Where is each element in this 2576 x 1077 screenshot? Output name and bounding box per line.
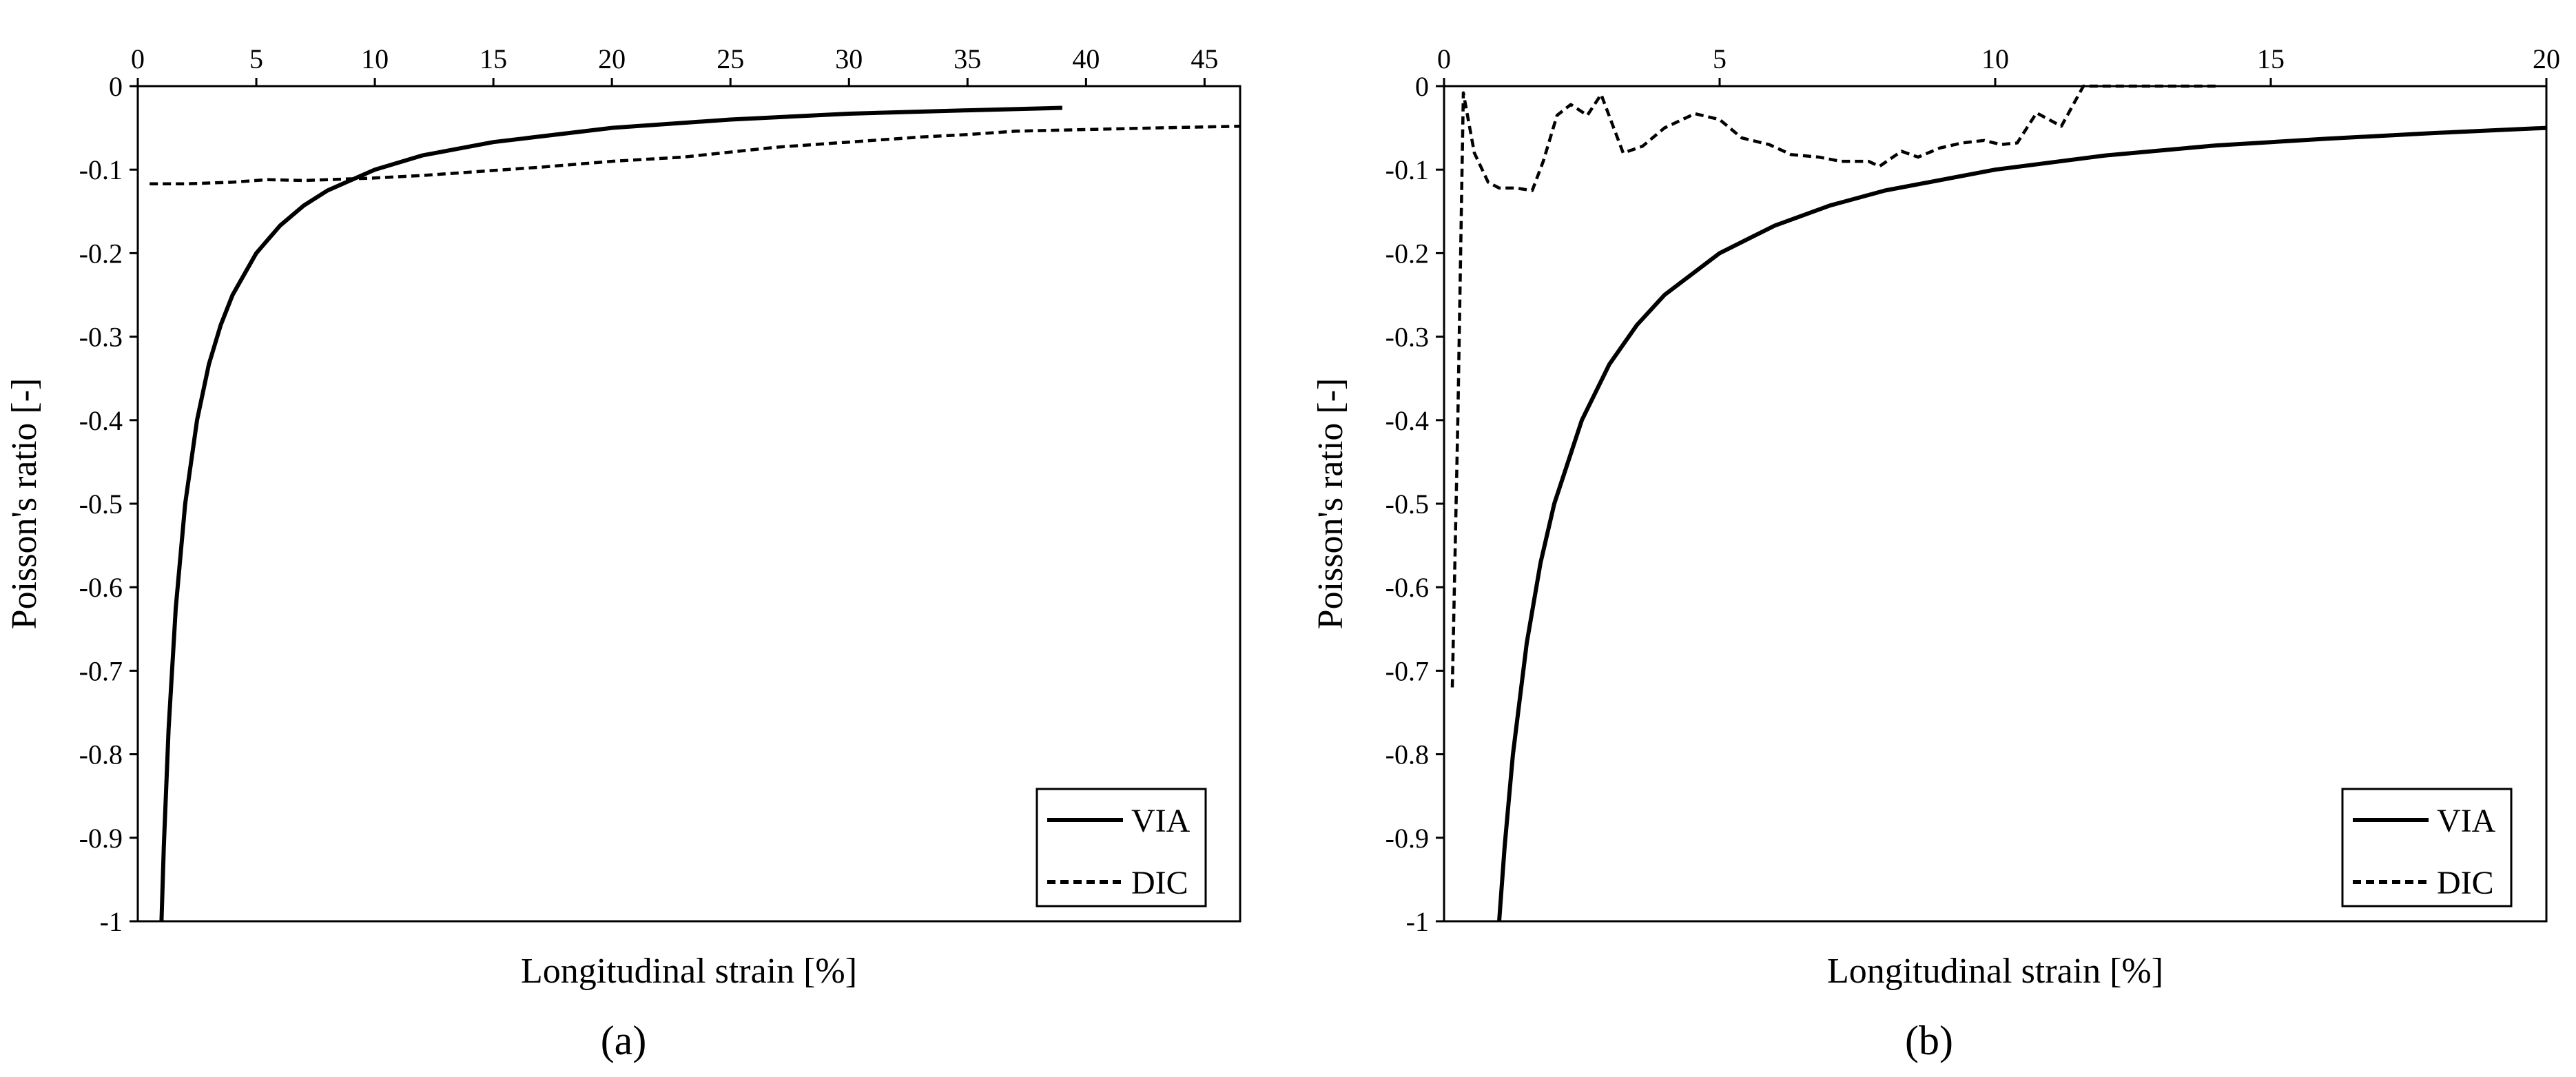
legend-label-dic-b: DIC [2437,865,2494,901]
panel-b: 0 5 10 15 20 0 -0.1 -0.2 -0.3 -0.4 -0.5 -0.6 -0.7 -0.… [1311,43,2560,1063]
legend-a: VIA DIC [1035,788,1207,907]
y-tick-label: 0 [1415,71,1429,102]
y-tick-label: -0.9 [1385,823,1429,854]
legend-label-via-b: VIA [2437,803,2496,839]
series-line-dic [1450,84,2216,688]
x-tick-label: 0 [131,43,145,74]
x-tick-label: 10 [361,43,389,74]
axis-ticks-b: 0 5 10 15 20 0 -0.1 -0.2 -0.3 -0.4 -0.5 -0.6 -0.7 -0.… [1385,43,2560,937]
plot-area-b [1443,85,2548,923]
legend-box-a [1035,788,1207,907]
y-axis-title-b: Poisson's ratio [-] [1311,378,1350,630]
x-tick-label: 0 [1437,43,1451,74]
panel-a: 0 5 10 15 20 25 30 35 40 45 0 -0.1 -0.2 -0.3 -0.4 -0.5 -… [5,43,1241,1063]
x-tick-label: 15 [480,43,507,74]
series-line-dic [150,124,1240,186]
legend-box-b [2341,788,2513,907]
y-tick-label: -0.6 [1385,572,1429,603]
x-tick-label: 20 [598,43,626,74]
legend-label-via-a: VIA [1131,803,1191,839]
x-tick-label: 10 [1981,43,2009,74]
axis-ticks-a: 0 5 10 15 20 25 30 35 40 45 0 -0.1 -0.2 -0.3 -0.4 -0.5 -… [79,43,1219,937]
y-tick-label: -0.4 [1385,405,1429,436]
y-tick-label: -1 [100,906,123,937]
y-tick-label: -0.3 [79,322,123,353]
x-tick-label: 35 [954,43,981,74]
y-tick-label: -0.2 [79,238,123,269]
x-axis-title-a: Longitudinal strain [%] [521,952,857,991]
x-tick-label: 30 [835,43,863,74]
x-tick-label: 5 [249,43,263,74]
y-tick-label: -0.3 [1385,322,1429,353]
y-tick-label: -0.1 [1385,154,1429,185]
y-tick-label: -1 [1406,906,1429,937]
y-tick-label: -0.7 [79,655,123,686]
y-tick-label: -0.6 [79,572,123,603]
y-axis-title-a: Poisson's ratio [-] [5,378,44,630]
y-tick-label: -0.2 [1385,238,1429,269]
x-tick-label: 15 [2257,43,2285,74]
x-tick-label: 25 [717,43,744,74]
panel-label-a: (a) [601,1018,647,1063]
plot-area-a [136,85,1241,923]
panel-label-b: (b) [1905,1018,1953,1063]
y-tick-label: 0 [109,71,123,102]
x-tick-label: 20 [2533,43,2560,74]
y-tick-label: -0.8 [79,739,123,770]
y-tick-label: -0.8 [1385,739,1429,770]
x-axis-title-b: Longitudinal strain [%] [1827,952,2163,991]
y-tick-label: -0.5 [79,489,123,520]
legend-label-dic-a: DIC [1131,865,1188,901]
legend-b: VIA DIC [2341,788,2513,907]
series-group-b [1450,84,2546,922]
series-group-a [150,105,1240,922]
y-tick-label: -0.9 [79,823,123,854]
series-line-via [159,105,1062,922]
x-tick-label: 40 [1072,43,1100,74]
y-tick-label: -0.4 [79,405,123,436]
x-tick-label: 5 [1713,43,1727,74]
series-line-via [1497,125,2546,922]
x-tick-label: 45 [1191,43,1218,74]
y-tick-label: -0.7 [1385,655,1429,686]
y-tick-label: -0.5 [1385,489,1429,520]
y-tick-label: -0.1 [79,154,123,185]
